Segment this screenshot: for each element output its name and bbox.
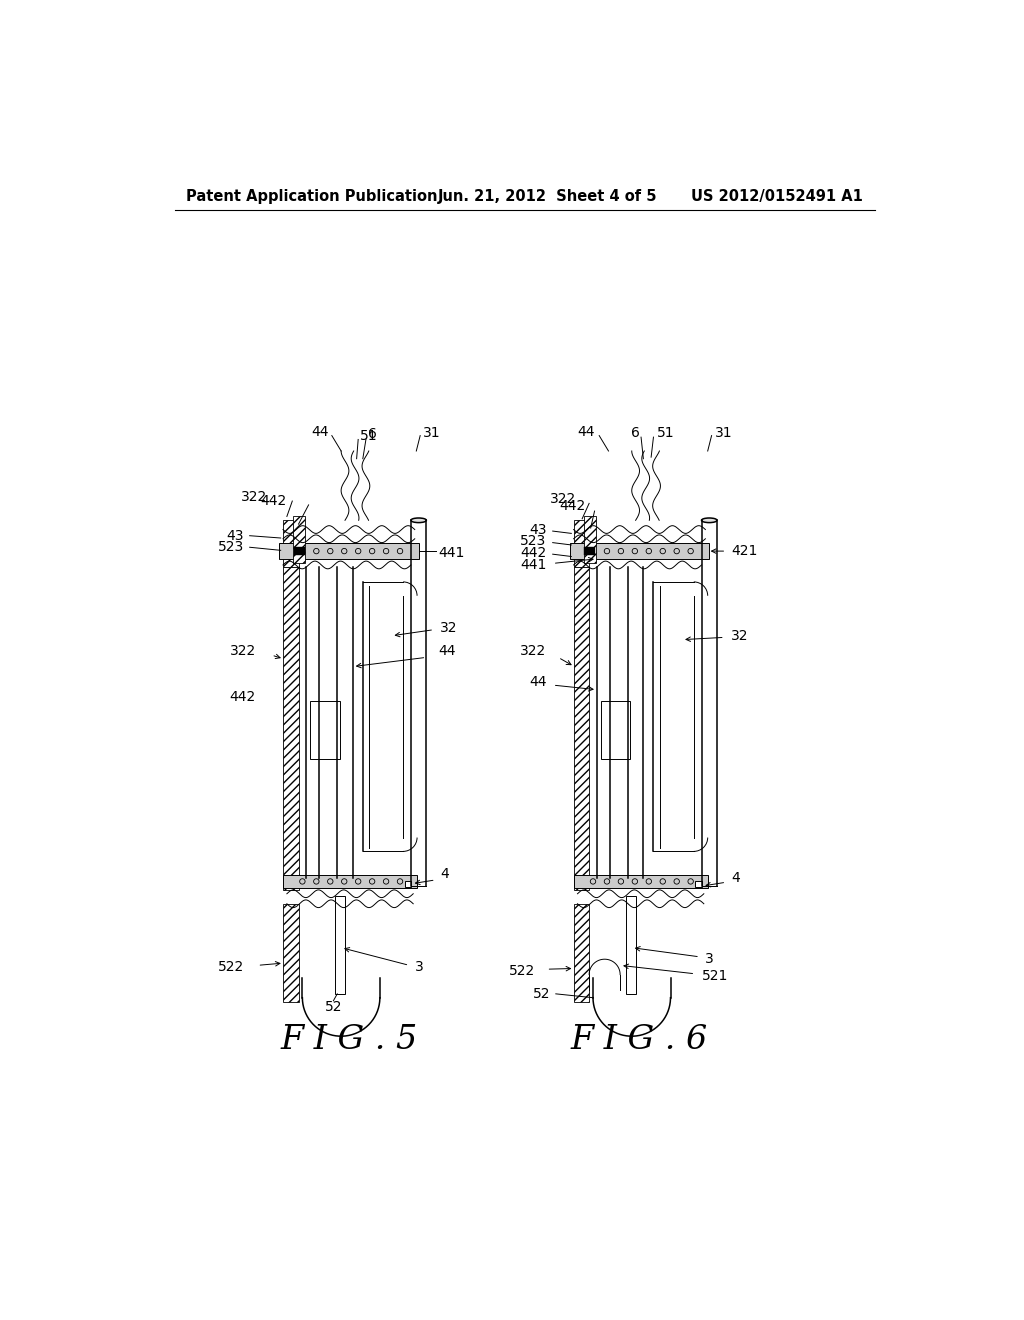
Text: 51: 51 [359,429,378,442]
Text: 322: 322 [229,644,256,659]
Text: 52: 52 [325,1001,342,1014]
Text: 3: 3 [415,960,424,974]
Text: 522: 522 [509,964,535,978]
Text: 521: 521 [701,969,728,983]
Bar [695,880,701,887]
Bar [283,566,299,890]
Text: 44: 44 [438,644,456,659]
Text: 4: 4 [731,871,739,886]
Text: Patent Application Publication: Patent Application Publication [186,189,437,205]
Bar [335,896,345,994]
Text: 322: 322 [520,644,547,659]
Text: US 2012/0152491 A1: US 2012/0152491 A1 [690,189,862,205]
Text: 322: 322 [242,490,267,504]
Bar [283,875,417,888]
Bar [280,544,419,558]
Text: 442: 442 [559,499,586,513]
Bar [573,904,589,1002]
Text: 6: 6 [369,428,377,441]
Text: 51: 51 [656,425,674,440]
Text: 32: 32 [440,622,458,635]
Text: Jun. 21, 2012  Sheet 4 of 5: Jun. 21, 2012 Sheet 4 of 5 [438,189,657,205]
Text: 442: 442 [229,690,256,705]
Bar [584,516,596,562]
Text: 52: 52 [532,987,550,1001]
Text: 523: 523 [520,535,547,548]
Text: 3: 3 [706,952,714,966]
Bar [626,896,636,994]
Text: 31: 31 [715,426,732,441]
Text: 522: 522 [218,960,245,974]
Text: 44: 44 [578,425,595,438]
Text: F I G . 6: F I G . 6 [570,1024,709,1056]
Bar [294,548,305,554]
Bar [283,904,299,1002]
Bar [573,520,589,566]
Text: 44: 44 [311,425,329,438]
Bar [573,875,708,888]
Text: 421: 421 [731,544,758,558]
Text: 6: 6 [631,425,640,440]
Text: 43: 43 [529,523,547,536]
Bar [283,520,299,566]
Bar [585,548,595,554]
Text: 43: 43 [226,529,245,543]
Text: 442: 442 [261,494,287,508]
Text: F I G . 5: F I G . 5 [281,1024,418,1056]
Bar [601,701,630,759]
Text: 322: 322 [550,492,575,506]
Text: 442: 442 [520,545,547,560]
Text: 523: 523 [218,540,245,554]
Bar [573,566,589,890]
Ellipse shape [411,517,426,523]
Ellipse shape [701,517,717,523]
Bar [293,516,305,562]
Bar [569,544,710,558]
Text: 4: 4 [440,867,450,882]
Text: 441: 441 [520,558,547,572]
Bar [310,701,340,759]
Text: 31: 31 [423,426,440,441]
Text: 44: 44 [529,675,547,689]
Bar [404,880,411,887]
Text: 441: 441 [438,545,464,560]
Text: 32: 32 [731,628,749,643]
